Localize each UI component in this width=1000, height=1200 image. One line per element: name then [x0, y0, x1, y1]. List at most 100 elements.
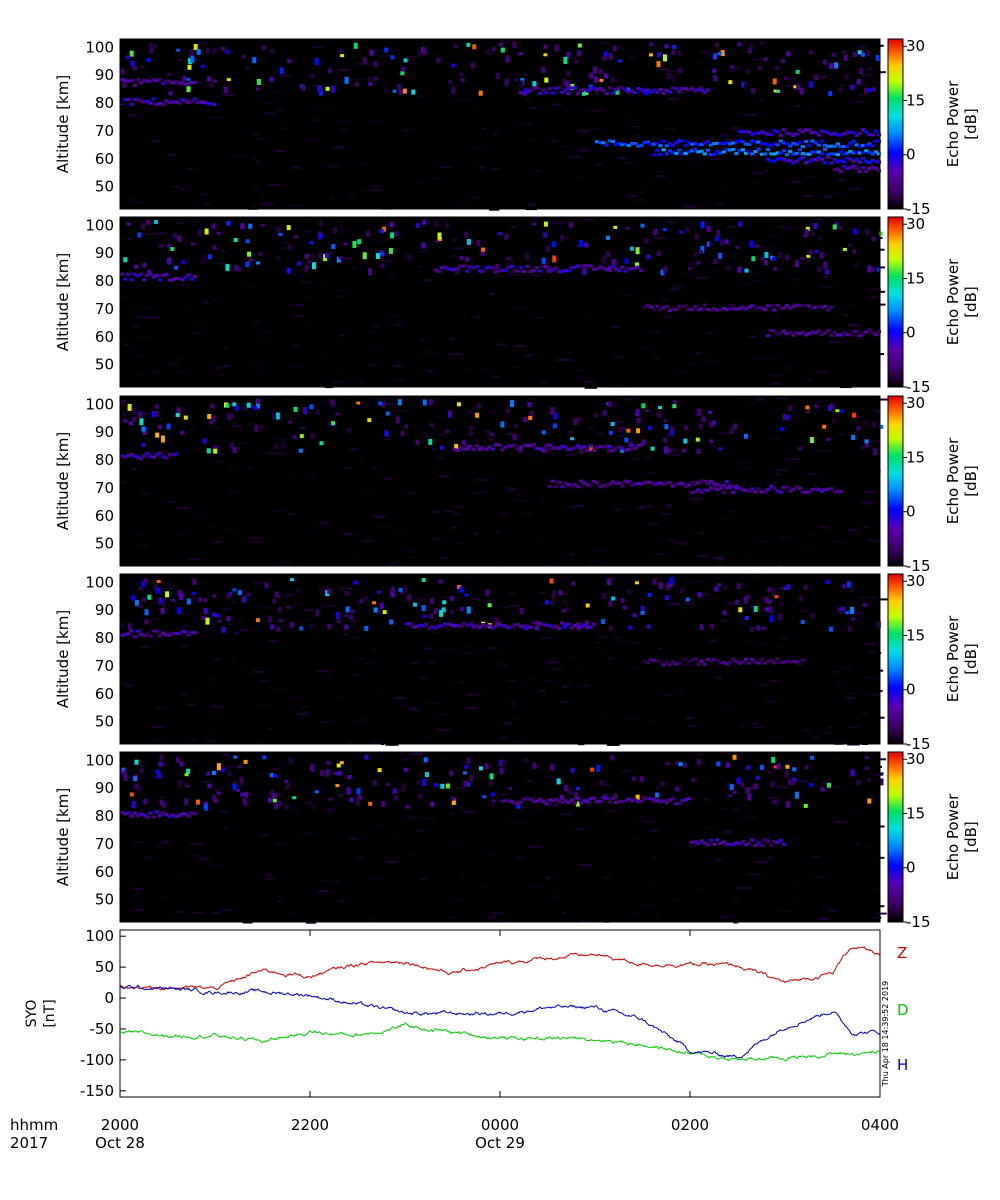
heatmap-cell	[517, 511, 531, 514]
heatmap-cell	[828, 91, 833, 97]
heatmap-cell	[516, 803, 521, 809]
heatmap-cell	[552, 589, 556, 595]
heatmap-cell	[482, 337, 494, 340]
heatmap-cell	[802, 172, 815, 175]
heatmap-layer-2	[658, 308, 663, 312]
heatmap-cell	[733, 899, 738, 902]
heatmap-layer-1	[620, 799, 625, 803]
heatmap-layer-1	[645, 797, 650, 801]
heatmap-layer-0	[177, 632, 182, 636]
heatmap-cell	[121, 767, 126, 774]
heatmap-cell	[451, 63, 456, 68]
heatmap-layer-2	[772, 661, 777, 665]
heatmap-layer-1	[585, 800, 590, 804]
heatmap-cell	[806, 122, 812, 125]
heatmap-layer-0	[142, 278, 147, 282]
heatmap-cell	[776, 299, 780, 301]
heatmap-cell	[760, 256, 765, 260]
heatmap-cell	[711, 426, 715, 429]
heatmap-cell	[309, 227, 321, 229]
heatmap-layer-0	[164, 99, 169, 103]
heatmap-cell	[417, 248, 427, 251]
heatmap-cell	[541, 67, 546, 73]
heatmap-cell	[742, 648, 748, 650]
heatmap-cell	[779, 637, 789, 640]
heatmap-layer-2	[699, 479, 704, 483]
colorbar-label: Echo Power	[944, 258, 962, 345]
heatmap-cell	[795, 105, 801, 107]
heatmap-cell	[666, 585, 671, 591]
heatmap-cell	[556, 368, 568, 371]
heatmap-cell	[818, 449, 830, 452]
heatmap-cell	[495, 531, 501, 533]
heatmap-cell	[745, 765, 750, 770]
heatmap-cell	[776, 334, 781, 337]
heatmap-cell	[823, 261, 828, 269]
heatmap-cell	[489, 411, 497, 414]
heatmap-cell	[521, 123, 532, 126]
heatmap-cell	[792, 777, 797, 782]
heatmap-cell	[204, 202, 210, 205]
heatmap-cell	[473, 533, 478, 535]
heatmap-cell	[441, 136, 446, 139]
heatmap-cell	[385, 783, 390, 786]
heatmap-cell	[645, 349, 656, 352]
heatmap-cell	[308, 475, 312, 478]
heatmap-cell	[879, 231, 883, 236]
heatmap-cell	[312, 108, 322, 111]
heatmap-cell	[151, 898, 160, 901]
heatmap-cell	[867, 296, 879, 299]
heatmap-cell	[353, 42, 358, 49]
heatmap-layer-4	[785, 142, 790, 146]
heatmap-cell	[373, 515, 386, 518]
heatmap-layer-6	[810, 158, 815, 162]
heatmap-cell	[818, 251, 831, 254]
heatmap-layer-0	[135, 98, 140, 102]
heatmap-cell	[467, 541, 478, 544]
heatmap-layer-2	[683, 87, 688, 91]
heatmap-cell	[870, 237, 883, 239]
heatmap-cell	[804, 321, 814, 324]
heatmap-cell	[151, 640, 159, 643]
heatmap-layer-0	[139, 99, 144, 103]
heatmap-cell	[242, 442, 247, 445]
heatmap-layer-4	[807, 143, 812, 147]
heatmap-cell	[276, 109, 284, 112]
heatmap-layer-1	[503, 624, 508, 628]
heatmap-cell	[232, 402, 237, 407]
heatmap-layer-1	[550, 799, 555, 803]
heatmap-layer-5	[781, 149, 786, 153]
heatmap-layer-2	[686, 307, 691, 311]
heatmap-cell	[847, 529, 859, 532]
colorbar-label: Echo Power	[944, 615, 962, 702]
heatmap-cell	[831, 908, 840, 911]
heatmap-layer-6	[845, 156, 850, 160]
heatmap-cell	[860, 339, 871, 342]
heatmap-cell	[303, 609, 313, 612]
heatmap-cell	[196, 48, 201, 55]
heatmap-cell	[130, 60, 135, 67]
heatmap-cell	[311, 876, 319, 879]
heatmap-layer-2	[743, 307, 748, 311]
heatmap-cell	[561, 534, 570, 537]
heatmap-cell	[186, 598, 191, 605]
heatmap-cell	[570, 437, 575, 441]
heatmap-layer-1	[591, 796, 596, 800]
heatmap-layer-1	[512, 623, 517, 627]
heatmap-cell	[469, 911, 474, 914]
heatmap-layer-3	[797, 332, 802, 336]
heatmap-cell	[419, 190, 427, 193]
heatmap-cell	[207, 412, 220, 415]
heatmap-layer-2	[734, 484, 739, 488]
heatmap-cell	[866, 98, 877, 101]
heatmap-layer-5	[724, 147, 729, 151]
heatmap-cell	[200, 258, 205, 265]
heatmap-cell	[137, 604, 142, 608]
heatmap-cell	[211, 794, 216, 800]
heatmap-cell	[158, 896, 168, 899]
heatmap-cell	[309, 476, 317, 479]
heatmap-cell	[252, 541, 263, 544]
heatmap-layer-1	[582, 799, 587, 803]
heatmap-cell	[772, 799, 777, 804]
heatmap-cell	[241, 597, 246, 602]
